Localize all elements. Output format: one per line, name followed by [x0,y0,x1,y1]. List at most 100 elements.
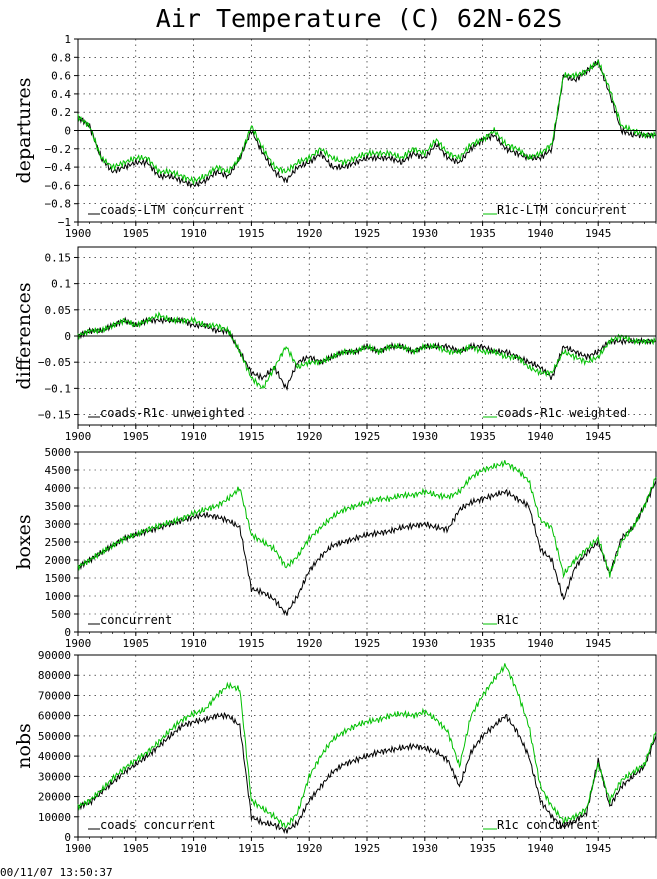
y-tick-label: 0 [64,125,71,138]
chart-title: Air Temperature (C) 62N-62S [156,4,562,33]
y-axis-label: differences [13,282,35,389]
x-tick-label: 1900 [65,227,92,240]
x-tick-label: 1935 [469,842,496,855]
x-tick-label: 1900 [65,430,92,443]
y-tick-label: 1500 [45,572,72,585]
panel-boxes: 1900 1905 1910 1915 1920 1925 1930 1935 1940 1945… [13,446,657,650]
y-axis-label: nobs [13,723,35,769]
y-tick-label: 50000 [38,730,71,743]
x-tick-label: 1925 [354,637,381,650]
x-tick-label: 1915 [238,430,265,443]
y-tick-label: 0.2 [51,106,71,119]
legend-label: R1c [497,613,519,627]
series-line-a [77,480,657,616]
x-tick-label: 1945 [585,842,612,855]
x-tick-label: 1920 [296,842,323,855]
x-tick-label: 1910 [180,430,207,443]
y-tick-label: 1000 [45,590,72,603]
x-tick-label: 1940 [527,430,554,443]
x-tick-label: 1935 [469,430,496,443]
y-tick-label: 70000 [38,689,71,702]
y-tick-label: −1 [58,216,71,229]
x-tick-label: 1925 [354,227,381,240]
x-tick-label: 1905 [123,227,150,240]
x-tick-label: 1915 [238,637,265,650]
x-tick-label: 1900 [65,637,92,650]
x-tick-label: 1945 [585,227,612,240]
x-tick-label: 1930 [412,430,439,443]
y-tick-label: 4000 [45,482,72,495]
y-tick-label: 0 [64,330,71,343]
y-tick-label: −0.8 [45,198,72,211]
x-tick-label: 1940 [527,227,554,240]
x-tick-label: 1900 [65,842,92,855]
y-tick-label: −0.05 [38,356,71,369]
x-tick-label: 1915 [238,842,265,855]
y-tick-label: 5000 [45,446,72,459]
x-tick-label: 1910 [180,842,207,855]
series-line-b [77,58,657,186]
legend-label: coads concurrent [100,818,216,832]
x-tick-label: 1915 [238,227,265,240]
x-tick-label: 1930 [412,842,439,855]
y-tick-label: 2500 [45,536,72,549]
y-tick-label: 0.6 [51,70,71,83]
y-tick-label: 0.15 [45,251,72,264]
y-tick-label: 0 [64,626,71,639]
y-tick-label: −0.4 [45,161,72,174]
x-tick-label: 1945 [585,430,612,443]
y-tick-label: −0.15 [38,409,71,422]
y-tick-label: 0.1 [51,278,71,291]
panel-nobs: 1900 1905 1910 1915 1920 1925 1930 1935 1940 1945… [13,649,657,855]
y-axis-label: departures [13,78,35,184]
series-line-a [77,711,657,834]
y-tick-label: 1 [64,33,71,46]
y-tick-label: 90000 [38,649,71,662]
y-tick-label: 0.8 [51,51,71,64]
x-tick-label: 1930 [412,227,439,240]
x-tick-label: 1920 [296,227,323,240]
series-line-b [77,460,657,579]
y-tick-label: −0.6 [45,179,72,192]
y-tick-label: 2000 [45,554,72,567]
x-tick-label: 1925 [354,430,381,443]
y-tick-label: 0.4 [51,88,71,101]
y-tick-label: 4500 [45,464,72,477]
x-tick-label: 1910 [180,227,207,240]
y-tick-label: 30000 [38,770,71,783]
y-tick-label: 3500 [45,500,72,513]
x-tick-label: 1935 [469,637,496,650]
y-tick-label: 10000 [38,811,71,824]
panel-departures: 1900 1905 1910 1915 1920 1925 1930 1935 1940 1945… [13,33,657,240]
x-tick-label: 1945 [585,637,612,650]
y-tick-label: 20000 [38,791,71,804]
x-tick-label: 1910 [180,637,207,650]
x-tick-label: 1920 [296,637,323,650]
x-tick-label: 1905 [123,842,150,855]
timestamp: 00/11/07 13:50:37 [0,866,113,879]
y-axis-label: boxes [13,514,35,569]
y-tick-label: 0 [64,831,71,844]
x-tick-label: 1935 [469,227,496,240]
legend-label: R1c-LTM concurrent [497,203,627,217]
panel-differences: 1900 1905 1910 1915 1920 1925 1930 1935 1940 1945… [13,246,657,443]
y-tick-label: 3000 [45,518,72,531]
x-tick-label: 1940 [527,842,554,855]
series-line-b [77,311,657,389]
y-tick-label: −0.2 [45,143,72,156]
legend-label: R1c concurrent [497,818,598,832]
y-tick-label: 80000 [38,669,71,682]
legend-label: coads-R1c unweighted [100,406,245,420]
series-line-b [77,663,657,828]
x-tick-label: 1920 [296,430,323,443]
y-tick-label: 60000 [38,710,71,723]
legend-label: concurrent [100,613,172,627]
y-tick-label: 40000 [38,750,71,763]
x-tick-label: 1940 [527,637,554,650]
legend-label: coads-R1c weighted [497,406,627,420]
y-tick-label: 500 [51,608,71,621]
x-tick-label: 1930 [412,637,439,650]
legend-label: coads-LTM concurrent [100,203,245,217]
x-tick-label: 1905 [123,430,150,443]
